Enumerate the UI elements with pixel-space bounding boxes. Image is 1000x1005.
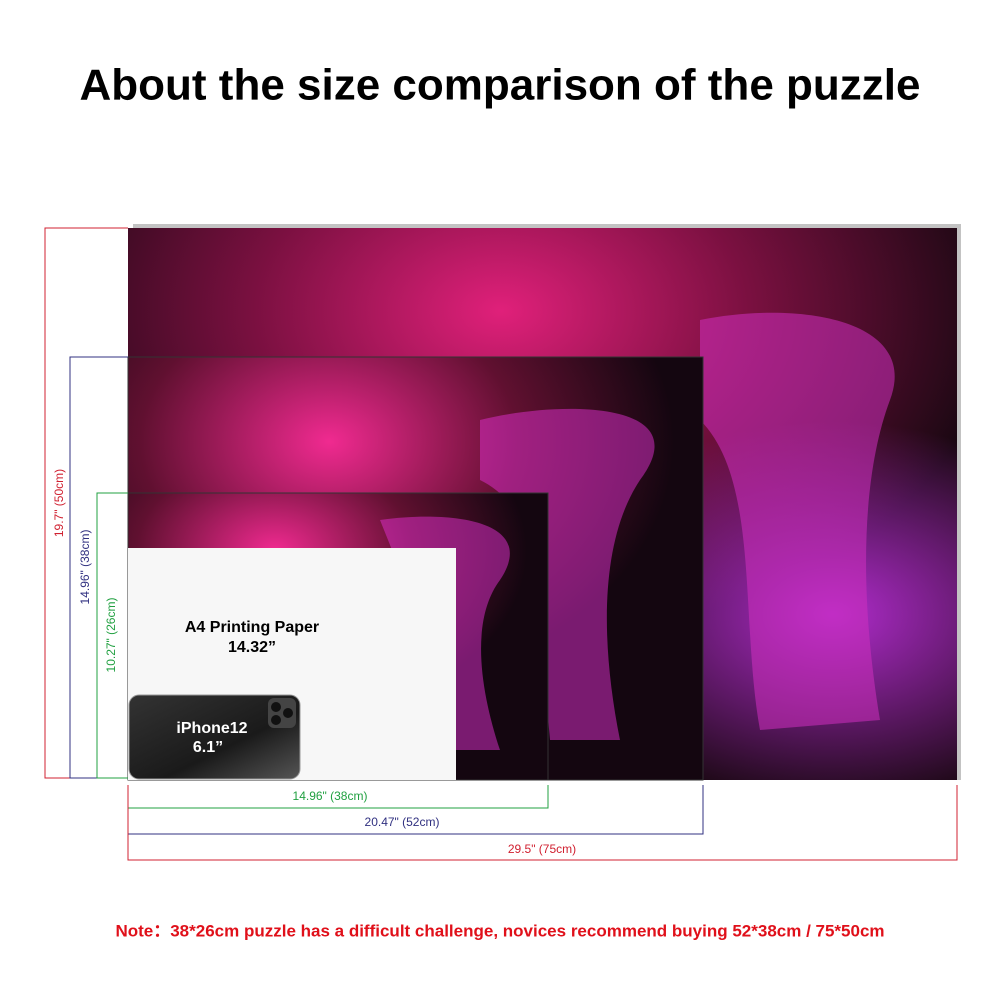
height-brackets xyxy=(44,227,128,779)
height-label: 10.27" (26cm) xyxy=(104,598,118,673)
width-label: 29.5" (75cm) xyxy=(508,842,576,856)
puzzle-shape xyxy=(480,408,655,740)
width-brackets xyxy=(127,785,958,861)
phone-size: 6.1” xyxy=(193,739,223,756)
camera xyxy=(283,708,293,718)
camera xyxy=(271,715,281,725)
note: Note：38*26cm puzzle has a difficult chal… xyxy=(115,921,884,940)
bracket xyxy=(127,785,958,861)
width-label: 20.47" (52cm) xyxy=(365,815,440,829)
iphone xyxy=(128,694,301,780)
phone-name: iPhone12 xyxy=(176,720,247,737)
title: About the size comparison of the puzzle xyxy=(80,61,921,110)
paper-size: 14.32” xyxy=(228,639,276,656)
height-label: 14.96" (38cm) xyxy=(78,530,92,605)
puzzle-shape xyxy=(700,312,895,730)
height-label: 19.7" (50cm) xyxy=(52,469,66,537)
bracket xyxy=(96,492,128,779)
camera xyxy=(271,702,281,712)
paper-name: A4 Printing Paper xyxy=(185,619,319,636)
width-label: 14.96" (38cm) xyxy=(293,789,368,803)
